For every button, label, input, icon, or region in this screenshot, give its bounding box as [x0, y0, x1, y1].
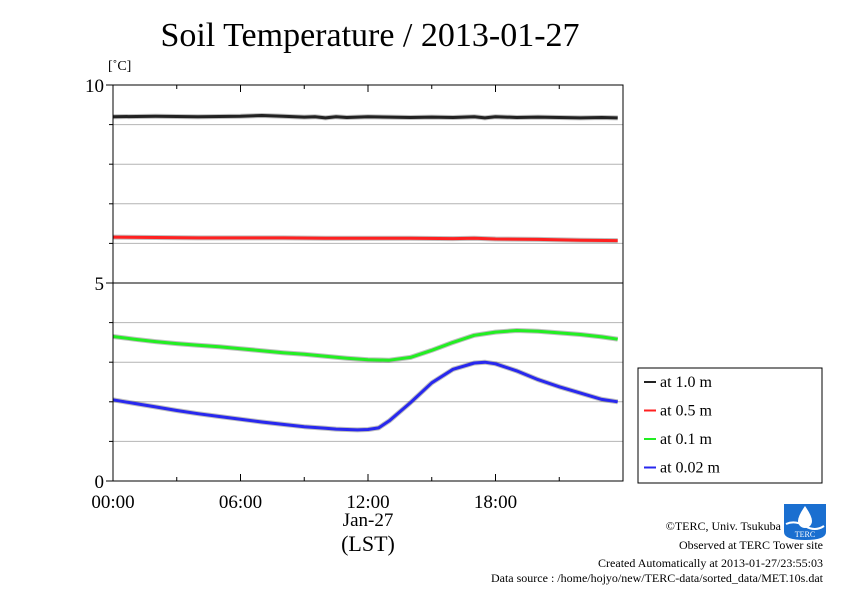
wave-icon [785, 521, 825, 530]
footer-created: Created Automatically at 2013-01-27/23:5… [598, 556, 823, 570]
y-tick-label: 10 [85, 76, 104, 97]
y-axis-ticks: 0 5 10 [85, 76, 113, 493]
x-axis-label: (LST) [341, 531, 395, 556]
x-tick-label: 12:00 [346, 492, 389, 513]
x-tick-label: 06:00 [219, 492, 262, 513]
footer-observed: Observed at TERC Tower site [679, 538, 823, 552]
legend-box [637, 367, 823, 484]
legend-label: at 0.1 m [660, 431, 713, 448]
legend-label: at 0.5 m [660, 403, 713, 420]
x-tick-label: 18:00 [474, 492, 517, 513]
y-axis-unit-label: [˚C] [108, 59, 131, 74]
footer-copyright: ©TERC, Univ. Tsukuba [666, 519, 782, 533]
chart-title: Soil Temperature / 2013-01-27 [160, 17, 579, 54]
x-axis-date-label: Jan-27 [343, 510, 394, 531]
x-tick-label: 00:00 [91, 492, 134, 513]
plot-area: 0 5 10 00:00 06:00 12:00 18:00 [85, 76, 624, 513]
y-tick-label: 5 [95, 274, 105, 295]
terc-logo-text: TERC [795, 530, 815, 539]
series-line-halo [112, 359, 619, 433]
legend-entries: at 1.0 m at 0.5 m at 0.1 m at 0.02 m [644, 374, 721, 477]
legend-label: at 0.02 m [660, 460, 721, 477]
grid-lines [113, 84, 623, 482]
footer-data-source: Data source : /home/hojyo/new/TERC-data/… [491, 571, 824, 585]
terc-logo: TERC [784, 504, 826, 540]
series-line-2 [112, 329, 618, 362]
legend-label: at 1.0 m [660, 374, 713, 391]
water-drop-icon [798, 506, 812, 528]
y-tick-label: 0 [95, 472, 105, 493]
x-axis-ticks: 00:00 06:00 12:00 18:00 [91, 85, 624, 513]
legend: at 1.0 m at 0.5 m at 0.1 m at 0.02 m [637, 367, 823, 484]
series-line-1 [112, 235, 618, 243]
series-line-0 [112, 114, 618, 120]
series-line-3 [112, 360, 618, 432]
series-lines [112, 113, 619, 433]
